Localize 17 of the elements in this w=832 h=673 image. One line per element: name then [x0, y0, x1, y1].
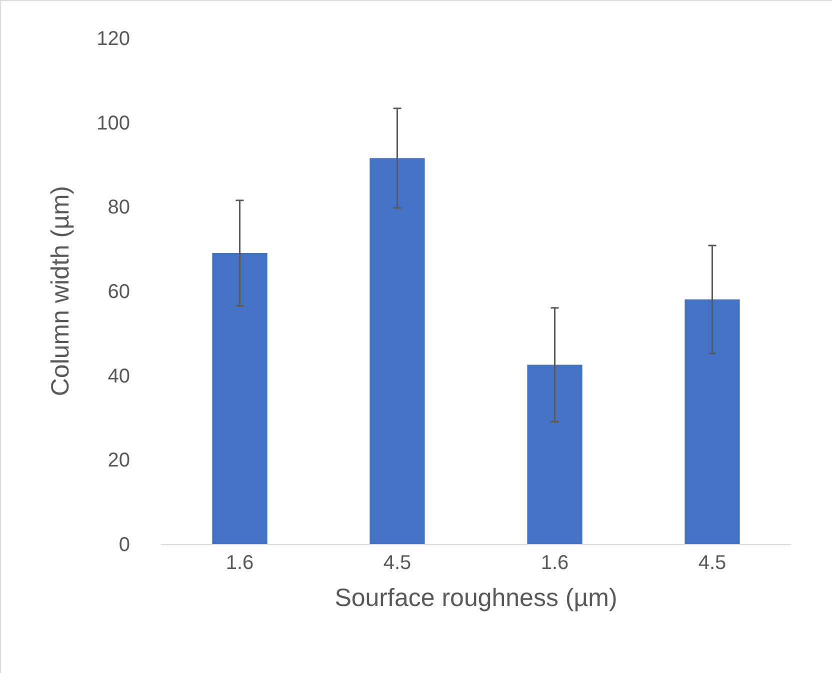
- y-tick-label: 20: [108, 450, 130, 472]
- y-tick-label: 80: [108, 196, 130, 219]
- x-tick-label: 4.5: [698, 552, 726, 574]
- bar: [527, 364, 582, 544]
- x-axis-title: Sourface roughness (µm): [334, 584, 618, 612]
- bar: [212, 253, 268, 544]
- x-tick-label: 1.6: [540, 552, 569, 574]
- y-axis-title: Column width (µm): [46, 186, 74, 396]
- y-tick-label: 60: [108, 281, 130, 303]
- y-tick-label: 0: [118, 534, 130, 556]
- y-tick-label: 120: [96, 28, 130, 50]
- x-tick-label: 4.5: [383, 552, 412, 574]
- bar: [684, 299, 740, 544]
- x-tick-label: 1.6: [226, 552, 254, 574]
- y-tick-label: 100: [96, 112, 130, 134]
- bar: [370, 158, 425, 544]
- y-tick-label: 40: [108, 365, 130, 388]
